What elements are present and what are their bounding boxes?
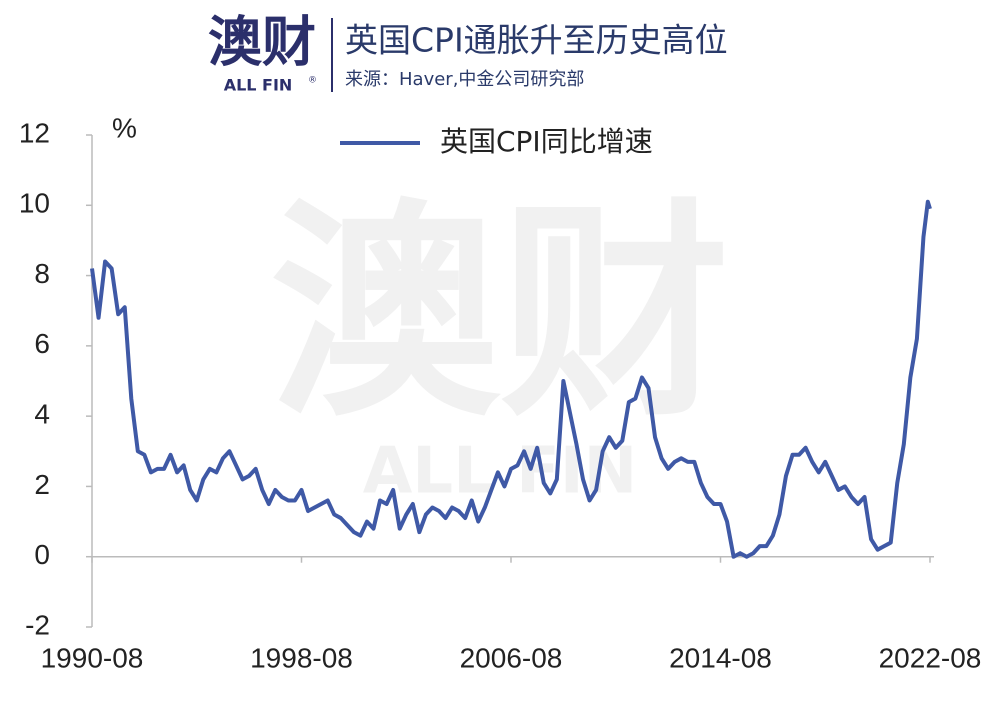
logo-sub: ALL FIN — [224, 76, 293, 95]
y-unit: % — [112, 112, 137, 143]
watermark: 澳财 ALL FIN — [270, 181, 730, 509]
header: 澳财 ALL FIN ® 英国CPI通胀升至历史高位 来源：Haver,中金公司… — [208, 11, 728, 95]
logo-mark: ® — [308, 76, 317, 86]
x-tick-label: 1998-08 — [250, 642, 353, 673]
y-tick-label: 12 — [19, 117, 50, 148]
logo: 澳财 — [208, 11, 316, 74]
y-tick-label: 0 — [34, 539, 50, 570]
y-tick-label: 2 — [34, 469, 50, 500]
legend-label: 英国CPI同比增速 — [440, 125, 653, 158]
y-tick-label: 6 — [34, 328, 50, 359]
y-tick-label: 4 — [34, 399, 50, 430]
x-tick-label: 1990-08 — [41, 642, 144, 673]
y-tick-label: 8 — [34, 258, 50, 289]
watermark-sub: ALL FIN — [363, 435, 637, 509]
watermark-main: 澳财 — [270, 181, 730, 448]
series-line — [90, 199, 932, 559]
title: 英国CPI通胀升至历史高位 — [345, 21, 728, 60]
y-tick-label: -2 — [25, 609, 50, 640]
x-tick-label: 2022-08 — [879, 642, 982, 673]
source: 来源：Haver,中金公司研究部 — [345, 69, 584, 90]
x-tick-label: 2006-08 — [460, 642, 563, 673]
y-tick-label: 10 — [19, 188, 50, 219]
x-tick-label: 2014-08 — [669, 642, 772, 673]
